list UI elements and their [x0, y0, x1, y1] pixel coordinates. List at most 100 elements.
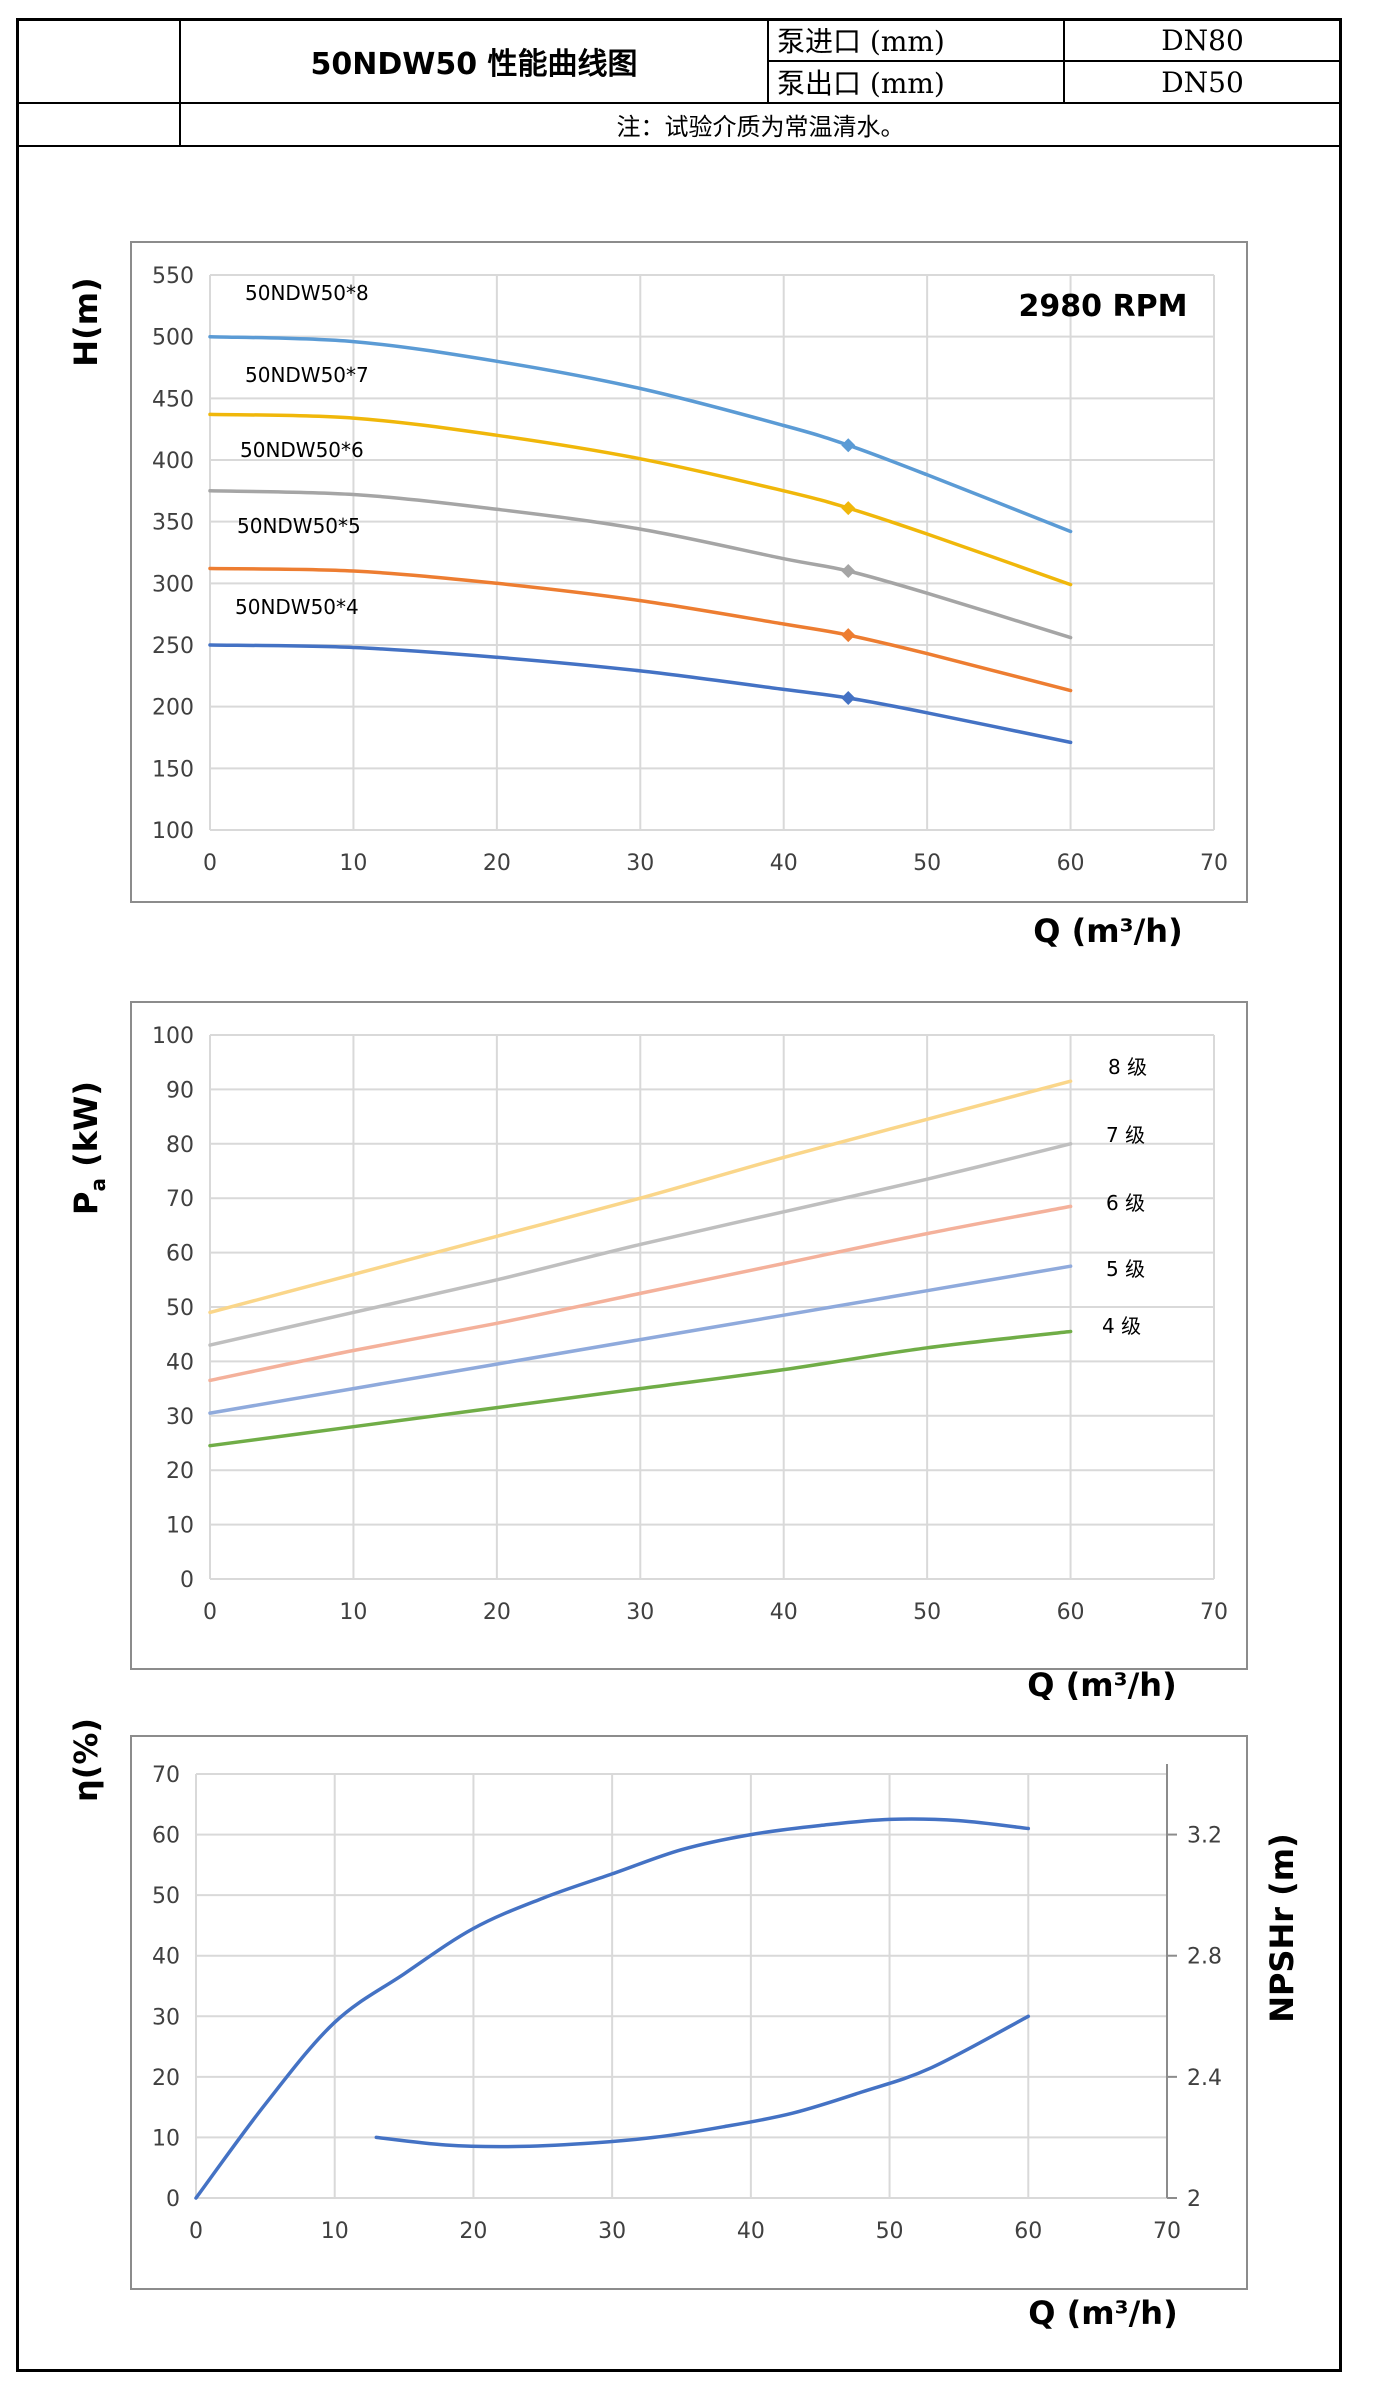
note-blank-cell [16, 102, 181, 147]
head-duty-point-marker-2 [841, 501, 856, 516]
eff-series-line-1 [194, 1817, 1031, 2200]
power-series-label-1: 8 级 [1108, 1055, 1147, 1079]
efficiency-chart-frame [130, 1735, 1248, 2290]
eff-right-tick-label: 2 [1187, 2187, 1201, 2212]
eff-y-tick-label: 70 [152, 1763, 180, 1788]
head-x-tick-label: 0 [203, 851, 217, 876]
head-series-label-4: 50NDW50*5 [237, 514, 361, 538]
head-x-tick-label: 30 [626, 851, 654, 876]
power-y-axis-label-main: P [67, 1192, 105, 1215]
outlet-label: 泵出口 (mm) [767, 60, 1065, 104]
eff-right-tick-label: 3.2 [1187, 1824, 1222, 1849]
outlet-value: DN50 [1063, 60, 1342, 104]
power-x-tick-label: 60 [1057, 1600, 1085, 1625]
eff-series-line-2 [374, 2014, 1031, 2149]
head-x-tick-label: 60 [1057, 851, 1085, 876]
power-y-tick-label: 70 [166, 1187, 194, 1212]
efficiency-x-axis-label: Q (m³/h) [1028, 2294, 1177, 2332]
head-series-label-1: 50NDW50*8 [245, 281, 369, 305]
power-x-tick-label: 20 [483, 1600, 511, 1625]
head-duty-point-marker-1 [841, 438, 856, 453]
eff-x-tick-label: 40 [737, 2219, 765, 2244]
eff-y-tick-label: 60 [152, 1824, 180, 1849]
power-series-line-5 [208, 1329, 1073, 1448]
head-series-label-3: 50NDW50*6 [240, 438, 364, 462]
power-y-axis-label-rest: (kW) [67, 1081, 105, 1178]
power-y-tick-label: 0 [180, 1568, 194, 1593]
head-series-label-5: 50NDW50*4 [235, 595, 359, 619]
power-series-label-3: 6 级 [1106, 1191, 1145, 1215]
power-x-tick-label: 10 [339, 1600, 367, 1625]
power-y-tick-label: 90 [166, 1078, 194, 1103]
head-series-line-3 [208, 489, 1073, 640]
head-y-tick-label: 250 [152, 634, 194, 659]
eff-right-tick-label: 2.4 [1187, 2066, 1222, 2091]
power-series-line-4 [208, 1264, 1073, 1415]
head-x-tick-label: 20 [483, 851, 511, 876]
power-y-tick-label: 80 [166, 1133, 194, 1158]
head-y-tick-label: 500 [152, 326, 194, 351]
power-y-tick-label: 10 [166, 1514, 194, 1539]
power-x-tick-label: 0 [203, 1600, 217, 1625]
head-series-line-5 [208, 643, 1073, 745]
head-y-axis-label: H(m) [67, 277, 105, 366]
head-y-tick-label: 300 [152, 572, 194, 597]
power-y-tick-label: 100 [152, 1024, 194, 1049]
eff-x-tick-label: 10 [321, 2219, 349, 2244]
inlet-label: 泵进口 (mm) [767, 18, 1065, 62]
power-chart: 0 10 20 30 40 50 60 70 80 90 100 0 10 20 30 40 50 60 70 8 级… [67, 1001, 1248, 1700]
head-x-tick-label: 70 [1200, 851, 1228, 876]
head-chart: 100 150 200 250 300 350 400 450 500 550 0 10 20 30 40 5… [67, 241, 1248, 950]
head-duty-point-marker-5 [841, 691, 856, 706]
eff-y-tick-label: 40 [152, 1945, 180, 1970]
head-duty-point-marker-3 [841, 564, 856, 578]
power-x-axis-label: Q (m³/h) [1027, 1666, 1176, 1700]
power-y-tick-label: 30 [166, 1405, 194, 1430]
eff-x-tick-label: 60 [1014, 2219, 1042, 2244]
power-x-tick-label: 30 [626, 1600, 654, 1625]
power-y-tick-label: 20 [166, 1459, 194, 1484]
power-y-axis-label-sub: a [86, 1178, 110, 1192]
head-series-label-2: 50NDW50*7 [245, 363, 369, 387]
power-x-tick-label: 50 [913, 1600, 941, 1625]
head-y-tick-label: 450 [152, 387, 194, 412]
power-x-tick-label: 40 [770, 1600, 798, 1625]
power-y-axis-label: Pa (kW) [67, 1081, 110, 1215]
head-series-line-1 [208, 334, 1073, 534]
inlet-value: DN80 [1063, 18, 1342, 62]
page-title: 50NDW50 性能曲线图 [179, 18, 769, 104]
power-y-tick-label: 50 [166, 1296, 194, 1321]
head-series-line-2 [208, 412, 1073, 587]
eff-x-tick-label: 0 [189, 2219, 203, 2244]
power-x-tick-label: 70 [1200, 1600, 1228, 1625]
eff-y-tick-label: 0 [166, 2187, 180, 2212]
rpm-annotation: 2980 RPM [1019, 289, 1188, 324]
eff-x-tick-label: 30 [598, 2219, 626, 2244]
head-y-tick-label: 200 [152, 696, 194, 721]
eff-x-tick-label: 70 [1153, 2219, 1181, 2244]
head-chart-frame [130, 241, 1248, 903]
head-y-tick-label: 400 [152, 449, 194, 474]
head-x-tick-label: 40 [770, 851, 798, 876]
head-x-tick-label: 50 [913, 851, 941, 876]
eff-x-tick-label: 50 [876, 2219, 904, 2244]
head-x-tick-label: 10 [339, 851, 367, 876]
header-blank-cell [16, 18, 181, 104]
head-series-line-4 [208, 566, 1073, 693]
head-y-tick-label: 100 [152, 819, 194, 844]
eff-right-tick-label: 2.8 [1187, 1945, 1222, 1970]
efficiency-y-axis-label: η(%) [67, 1720, 105, 1802]
head-x-axis-label: Q (m³/h) [1033, 912, 1182, 950]
power-y-tick-label: 40 [166, 1350, 194, 1375]
power-series-label-2: 7 级 [1106, 1123, 1145, 1147]
head-y-tick-label: 150 [152, 757, 194, 782]
head-y-tick-label: 350 [152, 511, 194, 536]
power-series-line-2 [208, 1142, 1073, 1347]
eff-y-tick-label: 20 [152, 2066, 180, 2091]
power-series-line-1 [208, 1079, 1073, 1315]
npsh-y-axis-label: NPSHr (m) [1263, 1833, 1301, 2023]
head-y-tick-label: 550 [152, 264, 194, 289]
power-series-line-3 [208, 1204, 1073, 1383]
eff-x-tick-label: 20 [459, 2219, 487, 2244]
